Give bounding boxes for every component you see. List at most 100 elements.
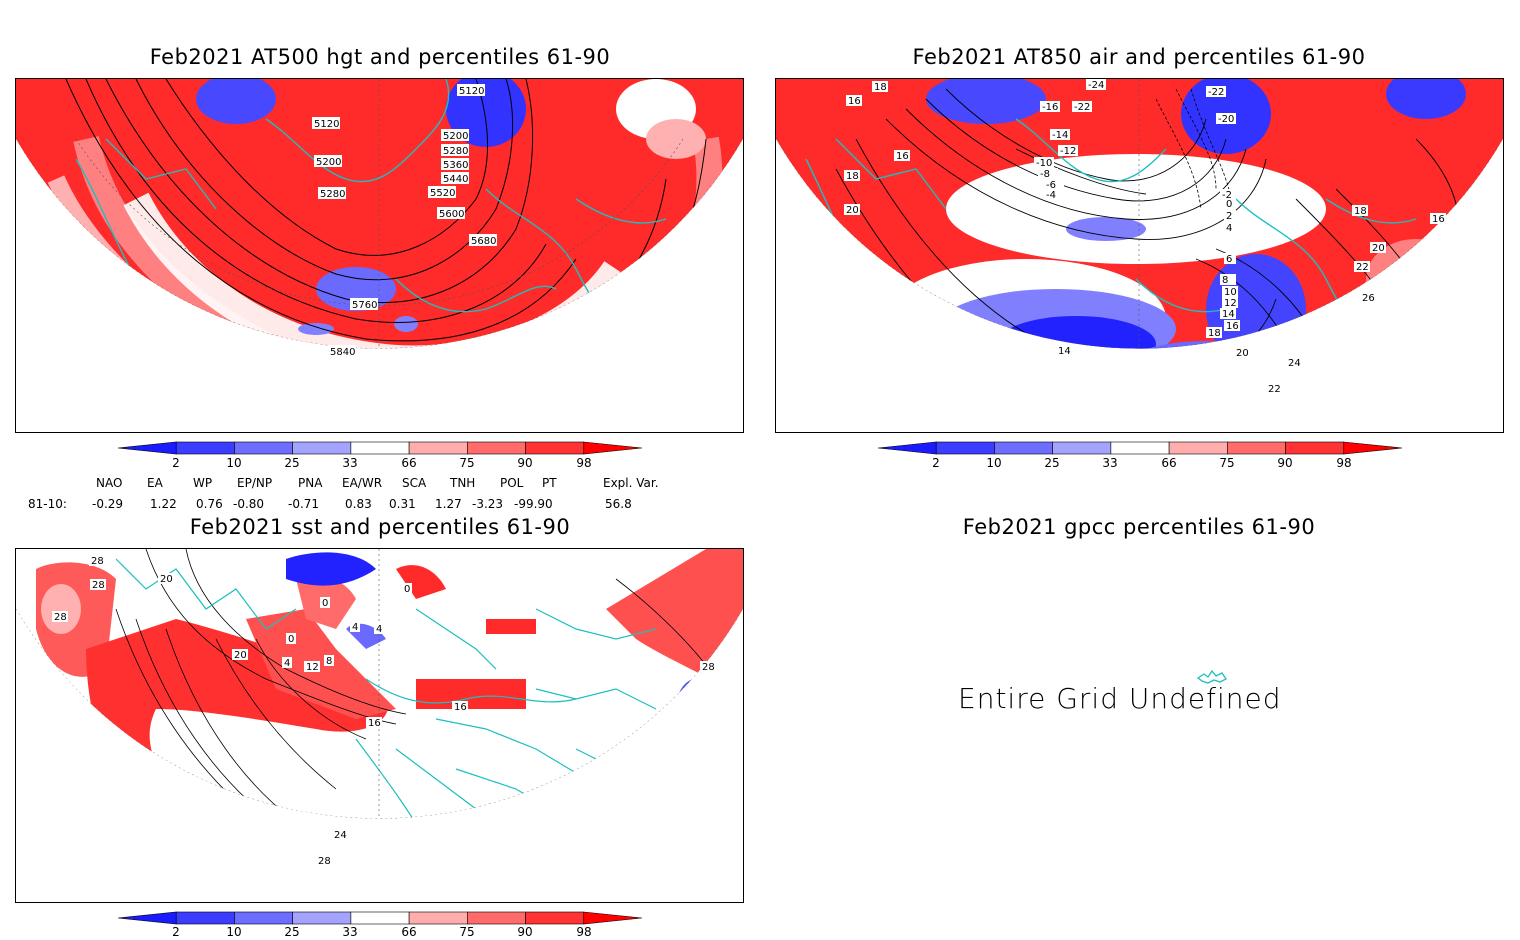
hgt-contour-label: 5120 [459, 86, 484, 97]
air-contour-label: 18 [1208, 328, 1221, 339]
air-contour-label: -12 [1060, 146, 1076, 157]
colorbar-swatch [525, 911, 585, 925]
air-contour-label: -22 [1074, 102, 1090, 113]
colorbar-swatch [1227, 441, 1286, 455]
colorbar-swatch [292, 911, 352, 925]
colorbar-label: 10 [226, 925, 242, 939]
sst-map-panel: 28 28 28 20 20 0 0 0 4 4 4 8 12 16 16 24… [15, 548, 744, 903]
sst-colorbar [117, 910, 643, 925]
index-value: -0.80 [233, 497, 265, 511]
index-value: 0.76 [196, 497, 223, 511]
air-contour-label: 20 [1236, 348, 1249, 359]
colorbar-label: 66 [1161, 456, 1177, 470]
index-value: -0.29 [92, 497, 124, 511]
colorbar-label: 10 [986, 456, 1002, 470]
air-contour-label: 14 [1222, 309, 1235, 320]
air-contour-label: -14 [1052, 130, 1068, 141]
air-contour-label: 14 [1058, 346, 1071, 357]
index-value: -99.90 [514, 497, 553, 511]
colorbar-swatch [234, 441, 293, 455]
colorbar-swatch [1343, 441, 1403, 455]
hgt-contour-label: 5280 [443, 146, 468, 157]
hgt-contour-label: 5520 [430, 188, 455, 199]
colorbar-label: 10 [226, 456, 242, 470]
index-header: Expl. Var. [603, 476, 659, 490]
index-header: PNA [298, 476, 323, 490]
colorbar-swatch [350, 911, 410, 925]
air-map-panel: -24 -22 -22 -20 -16 -14 -12 -10 -8 -6 -4… [775, 78, 1504, 433]
sst-contour-label: 8 [326, 656, 332, 667]
air-contour-label: 24 [1288, 358, 1301, 369]
colorbar-label: 2 [932, 456, 940, 470]
air-contour-label: 16 [848, 96, 861, 107]
index-header: POL [500, 476, 524, 490]
air-panel-title: Feb2021 AT850 air and percentiles 61-90 [912, 45, 1366, 69]
hgt-contour-label: 5200 [443, 131, 468, 142]
air-contour-label: -8 [1040, 169, 1050, 180]
air-contour-label: 2 [1226, 211, 1232, 222]
air-contour-label: 26 [1362, 293, 1375, 304]
sst-contour-label: 0 [404, 584, 410, 595]
hgt-panel-title: Feb2021 AT500 hgt and percentiles 61-90 [149, 45, 611, 69]
sst-colorbar-labels: 2 10 25 33 66 75 90 98 [118, 925, 642, 939]
colorbar-swatch [292, 441, 352, 455]
air-contour-label: 4 [1226, 223, 1232, 234]
colorbar-swatch [583, 911, 643, 925]
colorbar-swatch [1052, 441, 1112, 455]
air-contour-label: 12 [1224, 298, 1237, 309]
colorbar-swatch [467, 911, 526, 925]
index-header: WP [193, 476, 213, 490]
colorbar-swatch [525, 441, 585, 455]
air-contour-label: 16 [896, 151, 909, 162]
index-value: -0.71 [288, 497, 320, 511]
colorbar-swatch [935, 441, 995, 455]
air-contour-label: 18 [874, 82, 887, 93]
air-contour-label: 16 [1226, 321, 1239, 332]
colorbar-swatch [175, 911, 235, 925]
air-colorbar-labels: 2 10 25 33 66 75 90 98 [878, 456, 1402, 470]
index-header: EA/WR [342, 476, 383, 490]
air-contour-label: 6 [1226, 254, 1232, 265]
index-value: -3.23 [472, 497, 504, 511]
index-header: EA [147, 476, 163, 490]
colorbar-swatch [994, 441, 1053, 455]
hgt-contour-label: 5120 [314, 119, 339, 130]
sst-contour-label: 4 [284, 658, 290, 669]
sst-contour-label: 16 [368, 718, 381, 729]
colorbar-swatch [234, 911, 293, 925]
colorbar-label: 33 [342, 925, 358, 939]
air-contour-label: 22 [1268, 384, 1281, 395]
colorbar-swatch [408, 911, 468, 925]
colorbar-swatch [350, 441, 410, 455]
sst-contour-label: 28 [91, 556, 104, 567]
air-contour-label: 20 [846, 205, 859, 216]
teleconnection-indices: NAO EA WP EP/NP PNA EA/WR SCA TNH POL PT… [0, 476, 700, 511]
index-header: TNH [450, 476, 476, 490]
air-contour-label: 18 [846, 171, 859, 182]
colorbar-label: 33 [342, 456, 358, 470]
air-contour-label: -16 [1042, 102, 1058, 113]
index-header: EP/NP [237, 476, 273, 490]
index-header: SCA [402, 476, 427, 490]
sst-contour-label: 24 [334, 830, 347, 841]
hgt-contour-label: 5760 [352, 300, 377, 311]
air-contour-label: -20 [1218, 114, 1234, 125]
gpcc-panel-title: Feb2021 gpcc percentiles 61-90 [962, 515, 1316, 539]
hgt-contour-label: 5600 [439, 209, 464, 220]
hgt-colorbar [117, 440, 643, 455]
hgt-map-panel: 5120 5120 5200 5200 5280 5280 5360 5440 … [15, 78, 744, 433]
air-contour-label: 16 [1432, 214, 1445, 225]
air-colorbar [877, 440, 1403, 455]
index-value: 0.83 [345, 497, 372, 511]
index-value: 0.31 [389, 497, 416, 511]
colorbar-label: 25 [284, 456, 300, 470]
colorbar-label: 2 [172, 456, 180, 470]
colorbar-label: 2 [172, 925, 180, 939]
colorbar-swatch [117, 441, 177, 455]
index-value: 1.27 [435, 497, 462, 511]
sst-contour-label: 20 [160, 574, 173, 585]
colorbar-swatch [1168, 441, 1228, 455]
air-contour-label: 20 [1372, 243, 1385, 254]
colorbar-label: 90 [1277, 456, 1293, 470]
colorbar-label: 90 [517, 456, 533, 470]
